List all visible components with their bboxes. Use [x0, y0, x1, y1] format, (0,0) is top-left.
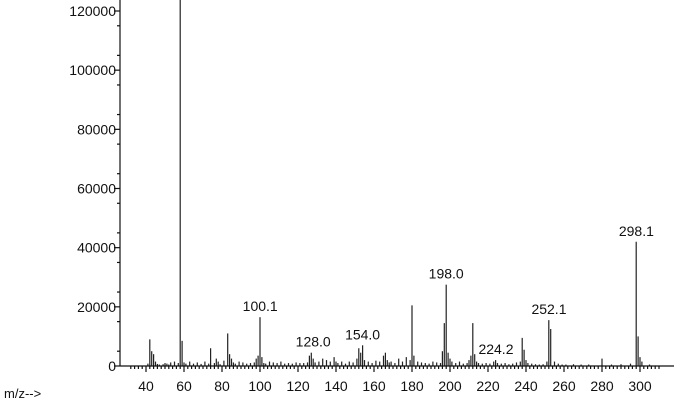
- x-tick-label: 40: [138, 378, 154, 394]
- peak-label: 252.1: [531, 301, 566, 317]
- x-tick-label: 160: [362, 378, 386, 394]
- y-tick-label: 120000: [69, 3, 116, 19]
- y-tick-label: 0: [108, 358, 116, 374]
- y-tick-label: 20000: [77, 299, 116, 315]
- peak-label: 128.0: [296, 334, 331, 350]
- peak-label: 298.1: [619, 223, 654, 239]
- x-tick-label: 100: [248, 378, 272, 394]
- y-tick-label: 80000: [77, 121, 116, 137]
- x-tick-label: 80: [214, 378, 230, 394]
- x-tick-label: 120: [286, 378, 310, 394]
- x-tick-label: 220: [476, 378, 500, 394]
- x-tick-label: 240: [514, 378, 538, 394]
- peak-label: 100.1: [243, 298, 278, 314]
- y-tick-label: 60000: [77, 181, 116, 197]
- peak-label: 224.2: [478, 341, 513, 357]
- y-axis-ticks: 0 20000 40000 60000 80000 100000 120000: [69, 3, 120, 374]
- peak-label: 154.0: [345, 326, 380, 342]
- y-tick-label: 40000: [77, 240, 116, 256]
- x-tick-label: 60: [176, 378, 192, 394]
- peak-label: 198.0: [429, 266, 464, 282]
- peak-annotations: 100.1 128.0 154.0 198.0 224.2 252.1 298.1: [243, 223, 654, 357]
- x-tick-label: 280: [590, 378, 614, 394]
- peak-bars: [147, 0, 651, 366]
- x-tick-label: 140: [324, 378, 348, 394]
- x-tick-label: 180: [400, 378, 424, 394]
- y-tick-label: 100000: [69, 62, 116, 78]
- x-axis-title: m/z-->: [4, 386, 41, 401]
- x-tick-label: 260: [552, 378, 576, 394]
- x-tick-label: 200: [438, 378, 462, 394]
- x-tick-label: 300: [628, 378, 652, 394]
- x-axis-ticks: 4060801001201401601802002202402602803003: [130, 366, 660, 394]
